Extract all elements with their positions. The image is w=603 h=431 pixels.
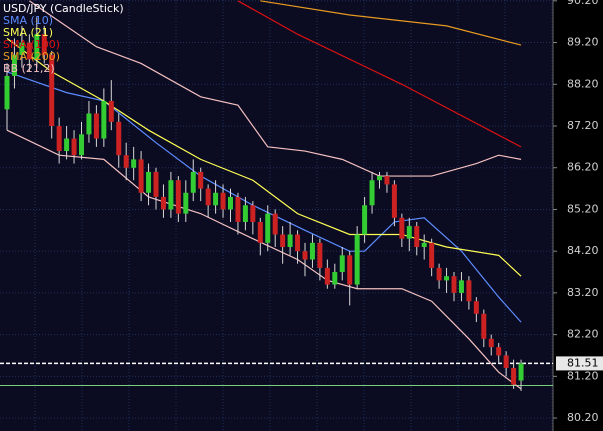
candle-body bbox=[451, 276, 457, 293]
candle-body bbox=[518, 363, 524, 381]
candle-body bbox=[265, 213, 271, 243]
candle-body bbox=[466, 280, 472, 302]
legend-entry: BB (21,2) bbox=[3, 62, 55, 75]
candle-body bbox=[213, 192, 219, 206]
candle-body bbox=[332, 272, 338, 285]
candle-body bbox=[41, 34, 47, 56]
candle-body bbox=[458, 280, 464, 293]
indicator-line bbox=[237, 0, 522, 148]
candle-body bbox=[26, 42, 32, 60]
candle-body bbox=[272, 213, 278, 235]
candle-body bbox=[496, 347, 502, 356]
candle-body bbox=[436, 267, 442, 281]
price-label-box bbox=[556, 356, 603, 371]
candle-body bbox=[131, 159, 137, 168]
candle-body bbox=[235, 196, 241, 222]
y-tick-label: 88.20 bbox=[567, 77, 599, 90]
candle-body bbox=[34, 34, 40, 60]
candle-body bbox=[362, 205, 368, 235]
candle-body bbox=[406, 226, 412, 239]
y-tick-label: 81.20 bbox=[567, 369, 599, 382]
candle-body bbox=[250, 205, 256, 222]
candle-body bbox=[473, 301, 479, 314]
y-tick-label: 86.20 bbox=[567, 161, 599, 174]
indicator-line bbox=[6, 37, 522, 277]
candle-body bbox=[228, 196, 233, 210]
y-tick-label: 84.20 bbox=[567, 244, 599, 257]
candle-body bbox=[93, 113, 99, 139]
candle-body bbox=[64, 138, 70, 152]
candle-body bbox=[280, 234, 286, 248]
candle-body bbox=[220, 192, 226, 210]
candle-body bbox=[339, 255, 345, 273]
candle-body bbox=[108, 100, 114, 122]
candle-body bbox=[116, 121, 122, 156]
legend-entry: SMA (100) bbox=[3, 38, 60, 51]
candle-body bbox=[11, 55, 17, 76]
indicator-line bbox=[6, 129, 522, 390]
candle-body bbox=[257, 221, 263, 243]
candle-body bbox=[429, 242, 435, 268]
candle-body bbox=[354, 234, 360, 285]
candle-body bbox=[324, 267, 330, 285]
y-tick-label: 89.20 bbox=[567, 36, 599, 49]
legend-entry: SMA (10) bbox=[3, 14, 53, 27]
candle-body bbox=[347, 255, 353, 285]
indicator-line bbox=[260, 0, 522, 46]
legend-entry: SMA (200) bbox=[3, 50, 60, 63]
candle-body bbox=[146, 171, 152, 193]
candle-body bbox=[49, 55, 55, 127]
candle-body bbox=[168, 180, 174, 210]
candle-body bbox=[511, 367, 517, 385]
candle-body bbox=[183, 192, 189, 214]
candle-body bbox=[481, 313, 487, 339]
candle-body bbox=[205, 188, 211, 206]
candle-body bbox=[399, 217, 405, 239]
candle-body bbox=[488, 338, 494, 348]
candle-body bbox=[242, 205, 248, 222]
candle-body bbox=[79, 134, 84, 156]
y-tick-label: 83.20 bbox=[567, 286, 599, 299]
candle-body bbox=[391, 184, 397, 218]
candle-body bbox=[444, 276, 450, 281]
candle-body bbox=[175, 180, 181, 214]
candle-body bbox=[421, 242, 427, 248]
candle-body bbox=[153, 171, 159, 197]
candle-body bbox=[138, 159, 144, 193]
y-tick-label: 90.20 bbox=[567, 0, 599, 7]
candle-body bbox=[4, 75, 10, 110]
y-tick-label: 85.20 bbox=[567, 202, 599, 215]
chart-title: USD/JPY (CandleStick) bbox=[3, 2, 124, 15]
y-tick-label: 87.20 bbox=[567, 119, 599, 132]
candle-body bbox=[317, 242, 323, 268]
candle-body bbox=[309, 242, 315, 260]
candle-body bbox=[198, 171, 204, 189]
candle-body bbox=[56, 126, 62, 152]
candle-body bbox=[384, 176, 390, 185]
candle-body bbox=[190, 171, 196, 193]
candle-body bbox=[71, 138, 77, 156]
candle-body bbox=[160, 196, 166, 210]
candle-body bbox=[377, 176, 382, 181]
candle-body bbox=[19, 42, 25, 56]
candle-body bbox=[123, 155, 129, 168]
candle-body bbox=[295, 234, 301, 252]
candle-body bbox=[86, 113, 92, 135]
y-tick-label: 82.20 bbox=[567, 328, 599, 341]
candle-body bbox=[503, 355, 509, 368]
indicator-line bbox=[29, 0, 522, 177]
candle-body bbox=[101, 100, 107, 139]
price-label: 81.51 bbox=[567, 356, 599, 369]
candle-body bbox=[369, 180, 375, 206]
candle-body bbox=[302, 251, 308, 260]
candle-body bbox=[287, 234, 293, 248]
candle-body bbox=[414, 226, 420, 248]
y-tick-label: 80.20 bbox=[567, 411, 599, 424]
legend-entry: SMA (21) bbox=[3, 26, 53, 39]
